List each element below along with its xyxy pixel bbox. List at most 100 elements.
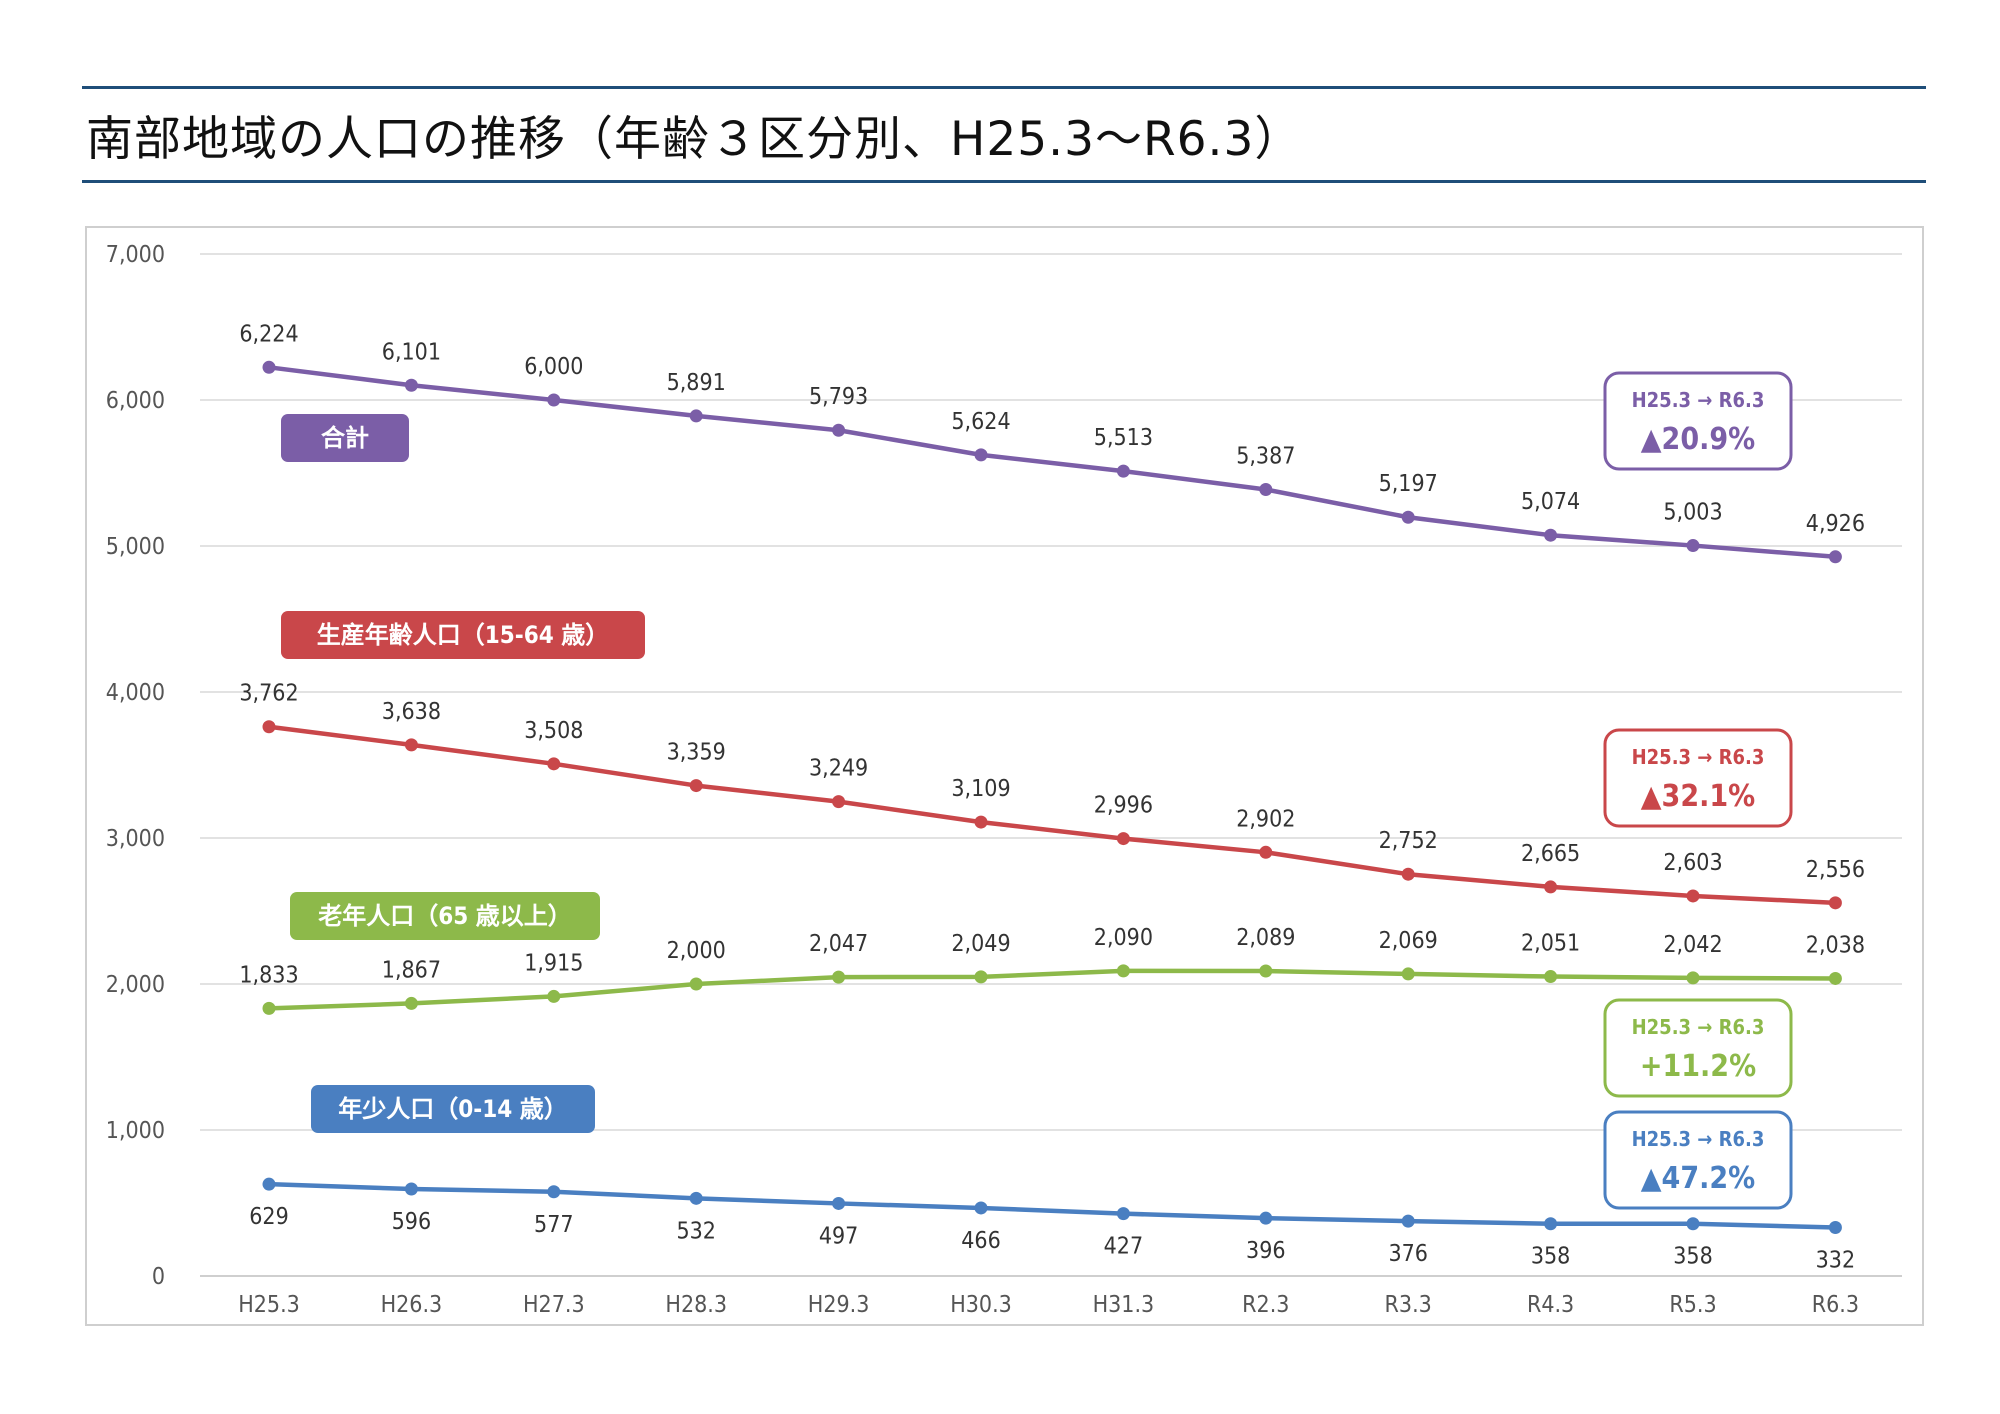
data-label-youth: 596: [392, 1209, 432, 1235]
data-point-youth: [1544, 1217, 1558, 1231]
data-point-youth: [547, 1185, 561, 1199]
data-label-working: 2,996: [1094, 793, 1153, 819]
data-point-working: [689, 779, 703, 793]
data-point-elderly: [1259, 964, 1273, 978]
x-tick-label: H25.3: [238, 1292, 300, 1318]
series-tag-label-working: 生産年齢人口（15-64 歳）: [317, 621, 610, 649]
data-point-working: [1544, 880, 1558, 894]
data-point-working: [1116, 832, 1130, 846]
data-label-youth: 629: [249, 1204, 289, 1230]
x-tick-label: H31.3: [1093, 1292, 1155, 1318]
x-tick-label: R6.3: [1812, 1292, 1859, 1318]
x-tick-label: H28.3: [665, 1292, 727, 1318]
y-tick-label: 3,000: [106, 826, 165, 852]
data-label-elderly: 2,069: [1379, 928, 1438, 954]
data-label-elderly: 2,000: [667, 938, 726, 964]
data-label-total: 5,624: [951, 409, 1010, 435]
y-tick-label: 1,000: [106, 1118, 165, 1144]
data-label-total: 5,891: [667, 370, 726, 396]
data-point-youth: [404, 1182, 418, 1196]
data-point-working: [974, 815, 988, 829]
data-label-working: 3,109: [951, 776, 1010, 802]
data-point-total: [262, 360, 276, 374]
data-label-total: 5,003: [1663, 500, 1722, 526]
data-point-working: [404, 738, 418, 752]
data-point-elderly: [974, 970, 988, 984]
data-point-total: [404, 378, 418, 392]
data-point-total: [1401, 510, 1415, 524]
series-tag-label-total: 合計: [321, 424, 369, 452]
data-point-youth: [689, 1191, 703, 1205]
data-point-total: [1828, 550, 1842, 564]
data-label-working: 2,665: [1521, 841, 1580, 867]
data-label-youth: 358: [1531, 1244, 1571, 1270]
data-label-working: 2,902: [1236, 806, 1295, 832]
change-value-working: ▲32.1%: [1641, 779, 1755, 814]
data-label-total: 6,224: [239, 321, 298, 347]
x-tick-label: H27.3: [523, 1292, 585, 1318]
data-label-elderly: 2,047: [809, 931, 868, 957]
data-label-elderly: 2,090: [1094, 925, 1153, 951]
data-point-elderly: [1116, 964, 1130, 978]
data-label-youth: 532: [676, 1218, 716, 1244]
x-tick-label: R4.3: [1527, 1292, 1574, 1318]
y-tick-label: 0: [152, 1264, 165, 1290]
data-label-youth: 358: [1673, 1244, 1713, 1270]
data-point-elderly: [832, 970, 846, 984]
data-label-elderly: 1,867: [382, 957, 441, 983]
chart-frame: 0 1,000 2,000 3,000 4,000 5,000 6,000 7,000 H25.…: [85, 226, 1924, 1326]
change-box-youth: [1603, 1110, 1793, 1210]
series-tag-youth: [311, 1085, 595, 1133]
series-tag-label-youth: 年少人口（0-14 歳）: [338, 1095, 568, 1123]
data-point-youth: [1686, 1217, 1700, 1231]
y-tick-label: 2,000: [106, 972, 165, 998]
data-point-elderly: [1686, 971, 1700, 985]
page-title: 南部地域の人口の推移（年齢３区分別、H25.3～R6.3）: [86, 112, 1303, 167]
data-label-total: 5,197: [1379, 471, 1438, 497]
data-label-working: 3,249: [809, 756, 868, 782]
data-label-youth: 396: [1246, 1238, 1286, 1264]
y-tick-label: 4,000: [106, 680, 165, 706]
data-point-total: [1259, 482, 1273, 496]
series-line-elderly: [268, 968, 1836, 1011]
data-point-elderly: [1828, 971, 1842, 985]
x-tick-label: H29.3: [808, 1292, 870, 1318]
series-tag-elderly: [290, 892, 600, 940]
x-tick-label: H30.3: [950, 1292, 1012, 1318]
data-point-working: [1401, 867, 1415, 881]
x-tick-label: R5.3: [1669, 1292, 1716, 1318]
series-line-youth: [268, 1181, 1836, 1230]
population-line-chart: 0 1,000 2,000 3,000 4,000 5,000 6,000 7,000 H25.…: [106, 242, 1902, 1318]
data-point-working: [547, 757, 561, 771]
data-point-total: [1686, 539, 1700, 553]
data-point-total: [832, 423, 846, 437]
data-label-total: 5,387: [1236, 443, 1295, 469]
series-tag-total: [281, 414, 409, 462]
data-point-elderly: [689, 977, 703, 991]
data-label-elderly: 2,089: [1236, 925, 1295, 951]
data-label-youth: 376: [1388, 1241, 1428, 1267]
data-point-working: [1259, 845, 1273, 859]
data-label-working: 3,508: [524, 718, 583, 744]
data-label-working: 2,603: [1663, 850, 1722, 876]
change-period-total: H25.3 → R6.3: [1632, 388, 1765, 412]
data-point-elderly: [262, 1001, 276, 1015]
data-label-elderly: 2,038: [1806, 932, 1865, 958]
series-tag-label-elderly: 老年人口（65 歳以上）: [318, 902, 572, 930]
data-label-youth: 497: [819, 1223, 859, 1249]
y-tick-label: 7,000: [106, 242, 165, 268]
change-value-youth: ▲47.2%: [1641, 1161, 1755, 1196]
data-label-total: 5,793: [809, 384, 868, 410]
data-label-total: 6,101: [382, 339, 441, 365]
data-label-total: 6,000: [524, 354, 583, 380]
change-period-youth: H25.3 → R6.3: [1632, 1127, 1765, 1151]
change-value-total: ▲20.9%: [1641, 422, 1755, 457]
data-label-youth: 466: [961, 1228, 1001, 1254]
data-label-total: 4,926: [1806, 511, 1865, 537]
data-label-working: 2,752: [1379, 828, 1438, 854]
data-point-total: [974, 448, 988, 462]
y-tick-label: 6,000: [106, 388, 165, 414]
data-label-elderly: 2,051: [1521, 931, 1580, 957]
data-point-total: [689, 409, 703, 423]
data-point-elderly: [404, 996, 418, 1010]
